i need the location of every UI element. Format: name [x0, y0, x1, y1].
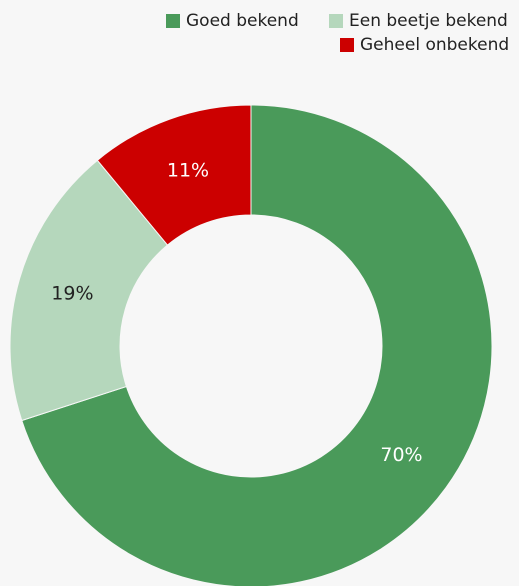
data-label: 19% — [51, 283, 93, 305]
legend-swatch — [329, 14, 343, 28]
legend-label: Goed bekend — [186, 11, 299, 31]
legend-swatch — [340, 38, 354, 52]
donut-segment — [21, 104, 493, 586]
legend-label: Geheel onbekend — [360, 35, 509, 55]
donut-segment — [96, 104, 252, 246]
legend-swatch — [166, 14, 180, 28]
donut-segment — [9, 159, 169, 422]
data-label: 11% — [167, 159, 209, 181]
legend-label: Een beetje bekend — [349, 11, 508, 31]
data-label: 70% — [380, 444, 422, 466]
